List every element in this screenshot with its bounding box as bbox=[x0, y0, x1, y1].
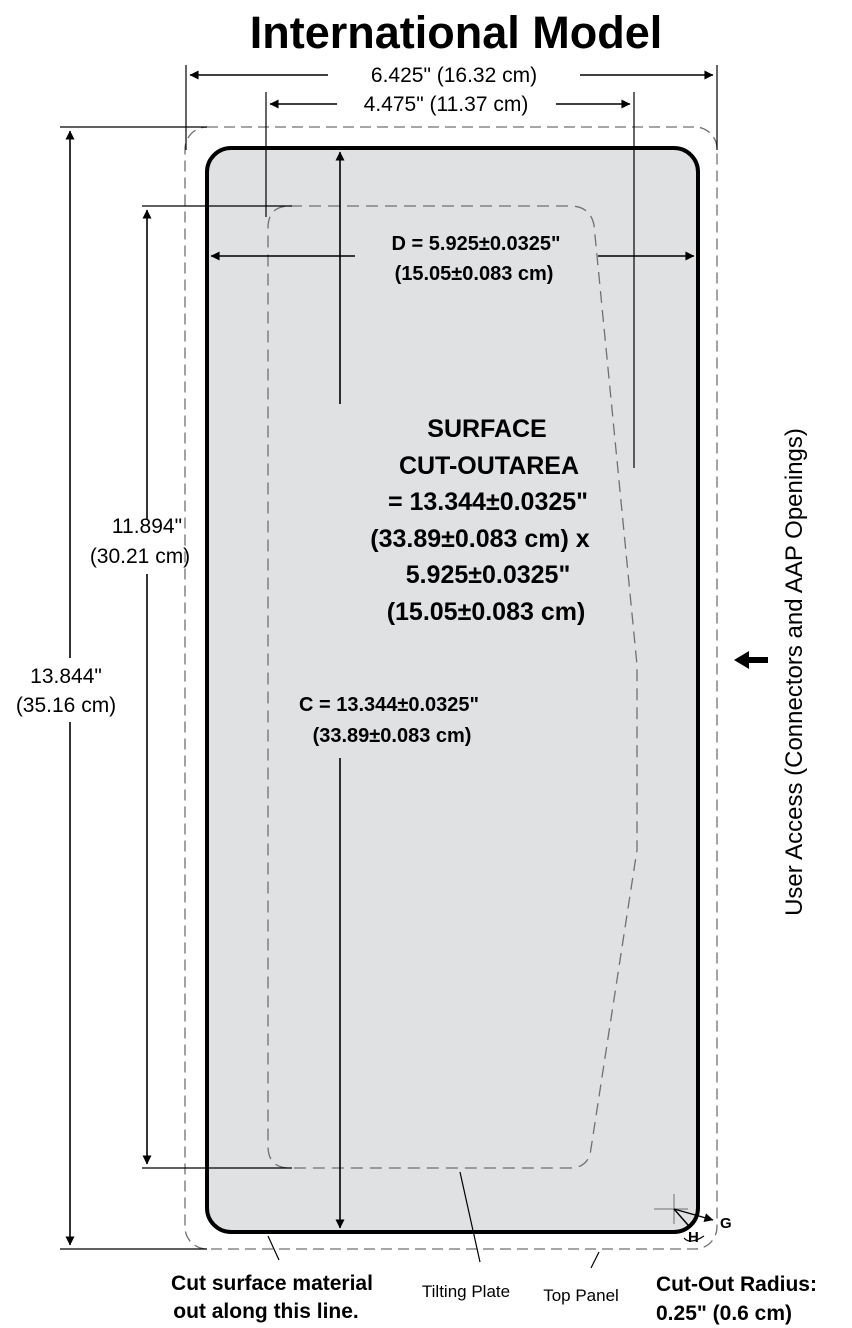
corner-h-label: H bbox=[688, 1229, 699, 1246]
overall-width-dimension: 6.425" (16.32 cm) bbox=[189, 64, 714, 87]
outer-height-dimension: 13.844" (35.16 cm) bbox=[16, 130, 116, 1246]
cut-instruction-line1: Cut surface material bbox=[171, 1272, 373, 1295]
cut-out-radius-label-line1: Cut-Out Radius: bbox=[656, 1273, 817, 1296]
cut-instruction-line2: out along this line. bbox=[173, 1300, 359, 1323]
outer-height-label-line1: 13.844" bbox=[30, 665, 102, 688]
d-dimension-line1: D = 5.925±0.0325" bbox=[392, 233, 561, 255]
overall-width-label: 6.425" (16.32 cm) bbox=[371, 64, 537, 87]
d-dimension-line2: (15.05±0.083 cm) bbox=[395, 263, 554, 285]
c-dimension: C = 13.344±0.0325" (33.89±0.083 cm) bbox=[299, 151, 479, 1229]
c-dimension-line1: C = 13.344±0.0325" bbox=[299, 694, 479, 716]
surface-area-line2: CUT-OUTAREA bbox=[399, 452, 579, 480]
callout-leaders bbox=[267, 1171, 600, 1269]
top-panel-outline bbox=[184, 126, 718, 1250]
surface-cutout-area bbox=[205, 146, 700, 1234]
inner-height-label-line2: (30.21 cm) bbox=[90, 545, 190, 568]
top-panel-label: Top Panel bbox=[543, 1286, 619, 1305]
c-dimension-line2: (33.89±0.083 cm) bbox=[313, 725, 472, 747]
surface-area-line4: (33.89±0.083 cm) x bbox=[370, 525, 590, 553]
tilting-plate-outline bbox=[267, 205, 638, 1169]
inner-width-label: 4.475" (11.37 cm) bbox=[364, 93, 529, 116]
diagram-title: International Model bbox=[250, 7, 663, 58]
corner-g-label: G bbox=[720, 1215, 732, 1232]
corner-radius-detail: G H bbox=[654, 1194, 732, 1246]
inner-height-label-line1: 11.894" bbox=[112, 515, 182, 538]
surface-area-line6: (15.05±0.083 cm) bbox=[387, 598, 586, 626]
surface-area-line1: SURFACE bbox=[427, 415, 546, 443]
outer-height-label-line2: (35.16 cm) bbox=[16, 694, 116, 717]
surface-area-line5: 5.925±0.0325" bbox=[406, 561, 571, 589]
tilting-plate-label: Tilting Plate bbox=[422, 1282, 510, 1301]
inner-height-dimension: 11.894" (30.21 cm) bbox=[90, 209, 190, 1165]
cut-out-radius-label-line2: 0.25" (0.6 cm) bbox=[656, 1302, 792, 1325]
user-access-label: User Access (Connectors and AAP Openings… bbox=[781, 428, 808, 916]
surface-area-line3: = 13.344±0.0325" bbox=[388, 488, 588, 516]
d-dimension: D = 5.925±0.0325" (15.05±0.083 cm) bbox=[210, 233, 695, 285]
surface-area-label: SURFACE CUT-OUTAREA = 13.344±0.0325" (33… bbox=[370, 415, 590, 626]
extension-lines bbox=[60, 65, 718, 1250]
user-access-arrow-icon bbox=[734, 651, 768, 669]
inner-width-dimension: 4.475" (11.37 cm) bbox=[269, 93, 631, 116]
